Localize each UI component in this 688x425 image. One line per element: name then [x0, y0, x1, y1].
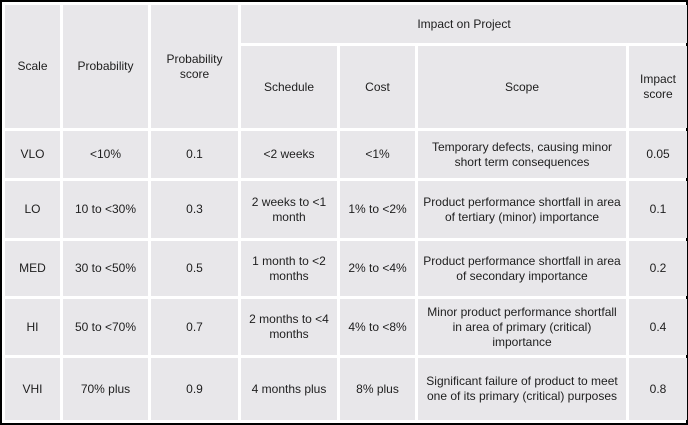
- header-row-group: Scale Probability Probability score Impa…: [5, 5, 687, 128]
- table-row-vlo: VLO <10% 0.1 <2 weeks <1% Temporary defe…: [5, 131, 687, 178]
- table-row-med: MED 30 to <50% 0.5 1 month to <2 months …: [5, 241, 687, 296]
- cell-schedule: 2 weeks to <1 month: [241, 181, 337, 238]
- header-impact-score: Impact score: [629, 46, 687, 128]
- cell-cost: 8% plus: [340, 358, 415, 420]
- cell-cost: 1% to <2%: [340, 181, 415, 238]
- header-row-sub: Schedule Cost Scope Impact score: [5, 46, 687, 128]
- cell-probability: 30 to <50%: [63, 241, 148, 296]
- cell-scale: MED: [5, 241, 60, 296]
- table-row-vhi: VHI 70% plus 0.9 4 months plus 8% plus S…: [5, 358, 687, 420]
- table-row-hi: HI 50 to <70% 0.7 2 months to <4 months …: [5, 299, 687, 355]
- cell-probability-score: 0.3: [151, 181, 238, 238]
- cell-impact-score: 0.4: [629, 299, 687, 355]
- cell-probability-score: 0.9: [151, 358, 238, 420]
- cell-impact-score: 0.05: [629, 131, 687, 178]
- cell-schedule: <2 weeks: [241, 131, 337, 178]
- cell-probability: 10 to <30%: [63, 181, 148, 238]
- cell-scope: Product performance shortfall in area of…: [418, 241, 626, 296]
- cell-scope: Significant failure of product to meet o…: [418, 358, 626, 420]
- cell-probability-score: 0.7: [151, 299, 238, 355]
- cell-cost: <1%: [340, 131, 415, 178]
- cell-schedule: 1 month to <2 months: [241, 241, 337, 296]
- cell-scale: HI: [5, 299, 60, 355]
- table-row-lo: LO 10 to <30% 0.3 2 weeks to <1 month 1%…: [5, 181, 687, 238]
- header-probability-score: Probability score: [151, 5, 238, 128]
- cell-scale: VHI: [5, 358, 60, 420]
- header-scope: Scope: [418, 46, 626, 128]
- cell-schedule: 2 months to <4 months: [241, 299, 337, 355]
- cell-probability: <10%: [63, 131, 148, 178]
- cell-probability-score: 0.5: [151, 241, 238, 296]
- cell-scope: Minor product performance shortfall in a…: [418, 299, 626, 355]
- cell-schedule: 4 months plus: [241, 358, 337, 420]
- cell-scale: VLO: [5, 131, 60, 178]
- header-schedule: Schedule: [241, 46, 337, 128]
- cell-scope: Product performance shortfall in area of…: [418, 181, 626, 238]
- cell-cost: 2% to <4%: [340, 241, 415, 296]
- header-probability: Probability: [63, 5, 148, 128]
- cell-probability-score: 0.1: [151, 131, 238, 178]
- header-cost: Cost: [340, 46, 415, 128]
- cell-scope: Temporary defects, causing minor short t…: [418, 131, 626, 178]
- cell-probability: 50 to <70%: [63, 299, 148, 355]
- cell-probability: 70% plus: [63, 358, 148, 420]
- header-scale: Scale: [5, 5, 60, 128]
- cell-scale: LO: [5, 181, 60, 238]
- cell-impact-score: 0.8: [629, 358, 687, 420]
- header-impact-on-project: Impact on Project: [241, 5, 687, 43]
- cell-impact-score: 0.1: [629, 181, 687, 238]
- cell-cost: 4% to <8%: [340, 299, 415, 355]
- cell-impact-score: 0.2: [629, 241, 687, 296]
